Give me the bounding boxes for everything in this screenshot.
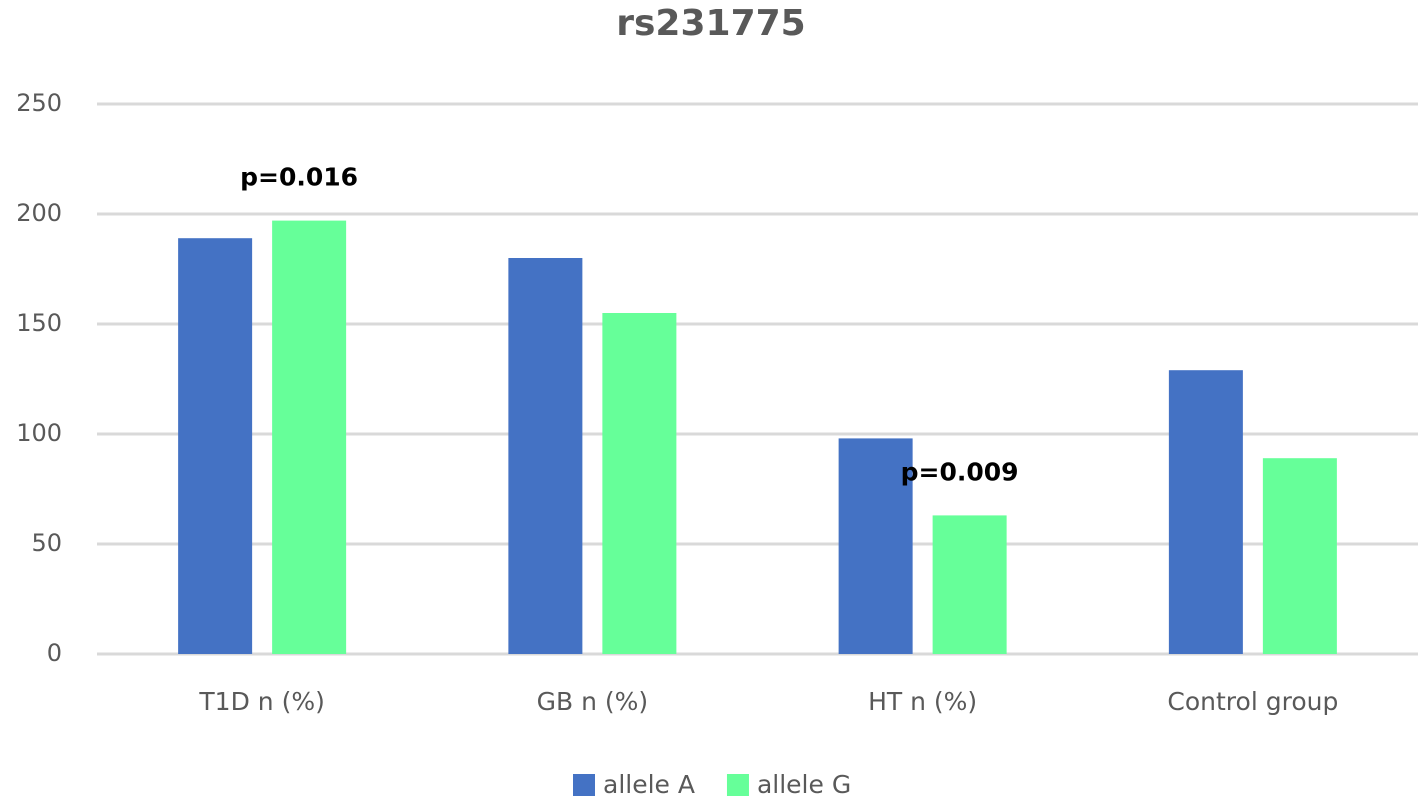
- y-tick-label: 100: [16, 419, 62, 447]
- bar: [508, 258, 583, 654]
- y-tick-label: 50: [31, 529, 62, 557]
- y-tick-label: 0: [47, 639, 62, 667]
- x-tick-label: T1D n (%): [198, 687, 324, 716]
- x-tick-label: GB n (%): [537, 687, 649, 716]
- y-tick-label: 200: [16, 199, 62, 227]
- bar: [178, 238, 253, 654]
- legend-label: allele G: [757, 770, 851, 799]
- y-tick-label: 250: [16, 89, 62, 117]
- legend-label: allele A: [603, 770, 695, 799]
- y-tick-label: 150: [16, 309, 62, 337]
- bar: [1168, 370, 1243, 654]
- chart-title: rs231775: [616, 3, 805, 44]
- bar: [932, 515, 1007, 654]
- legend-swatch: [726, 774, 749, 796]
- bar: [602, 313, 677, 654]
- annotation: p=0.016: [240, 163, 358, 192]
- x-tick-label: Control group: [1167, 687, 1338, 716]
- legend-swatch: [573, 774, 595, 796]
- x-tick-label: HT n (%): [868, 687, 977, 716]
- bar: [838, 438, 913, 654]
- bar: [272, 220, 347, 654]
- annotation: p=0.009: [901, 457, 1019, 486]
- bar: [1262, 458, 1337, 654]
